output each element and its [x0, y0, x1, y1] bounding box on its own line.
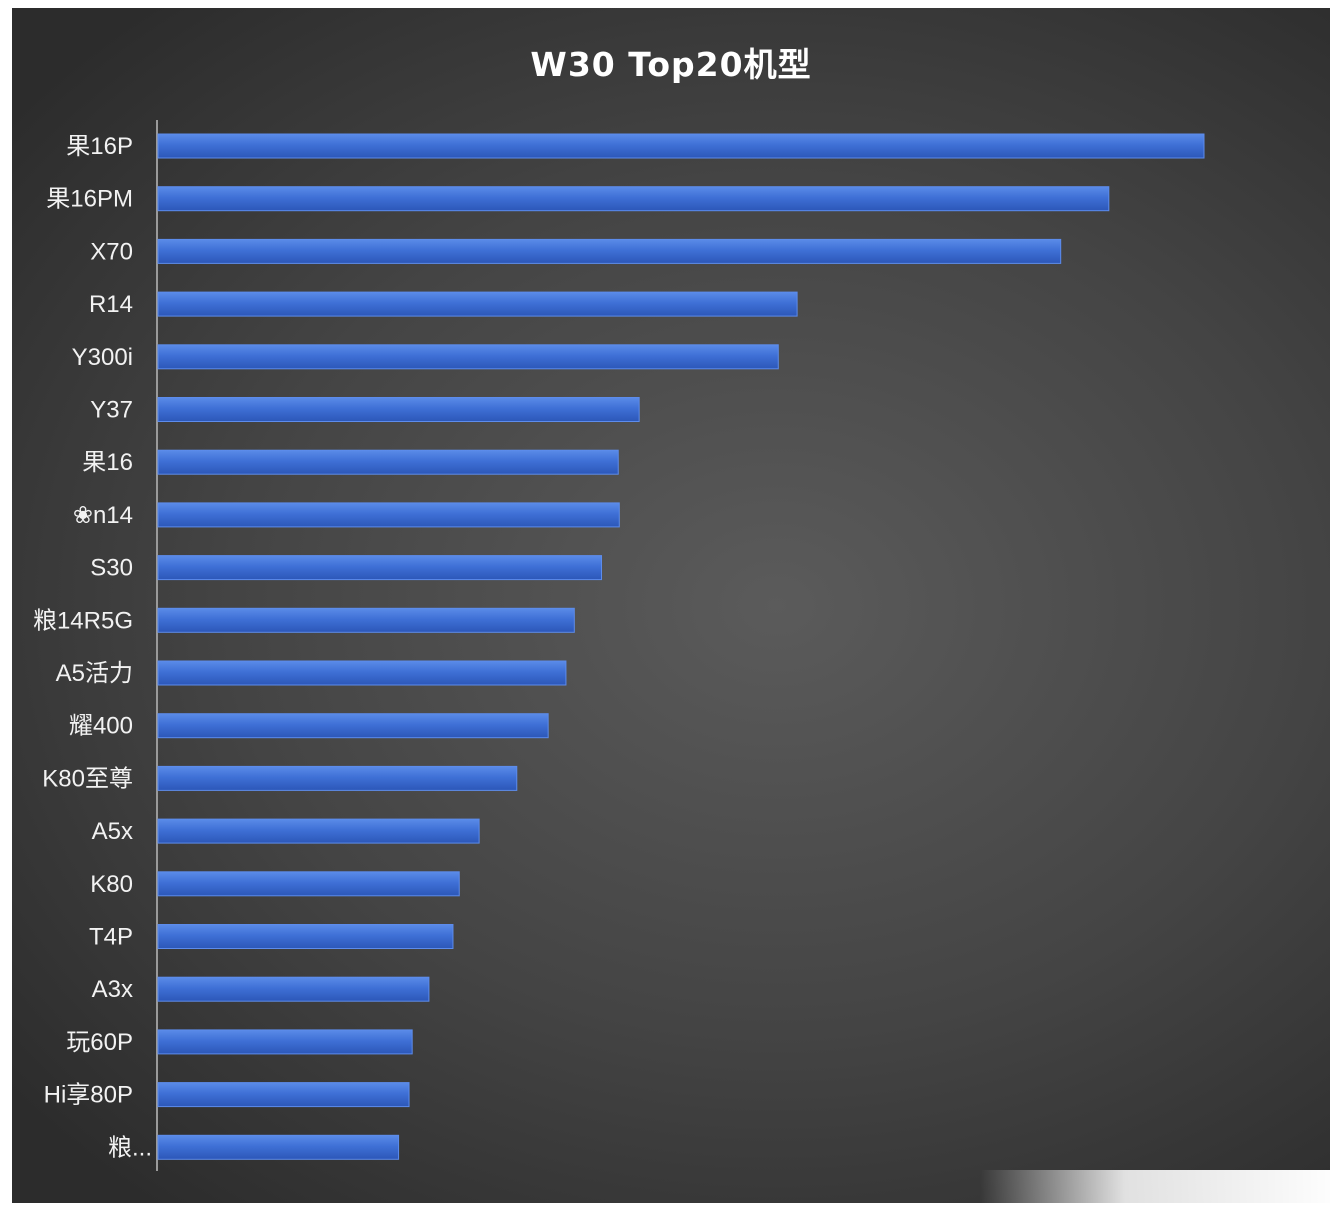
category-label: Y37 — [90, 397, 133, 424]
bar — [157, 449, 619, 475]
bar-chart: 果16P 果16PM X70 R14 Y300i Y37 果16 ❀n14 S30 粮14R5G A… — [33, 120, 1205, 1171]
bar — [157, 713, 549, 739]
category-label: 粮... — [108, 1134, 152, 1161]
bar — [157, 502, 620, 528]
bar — [157, 660, 567, 686]
category-label: 玩60P — [66, 1029, 133, 1056]
bar — [157, 976, 430, 1002]
bar — [157, 871, 460, 897]
bar — [157, 291, 798, 317]
bars-group — [157, 133, 1205, 1160]
category-label: T4P — [89, 924, 133, 951]
category-label: 粮14R5G — [33, 607, 133, 634]
bar — [157, 818, 480, 844]
bar — [157, 133, 1205, 159]
category-label: 果16P — [66, 133, 133, 160]
category-label: A5活力 — [56, 660, 133, 687]
category-label: K80 — [90, 871, 133, 898]
bar — [157, 1029, 413, 1055]
bar — [157, 555, 603, 581]
bar — [157, 1082, 410, 1108]
bar — [157, 186, 1110, 212]
category-label: Hi享80P — [44, 1082, 133, 1109]
category-label: ❀n14 — [73, 502, 133, 529]
bar — [157, 924, 454, 949]
bar — [157, 344, 779, 370]
category-label: A3x — [92, 976, 133, 1003]
category-label: R14 — [89, 291, 133, 318]
bar — [157, 397, 640, 422]
category-labels: 果16P 果16PM X70 R14 Y300i Y37 果16 ❀n14 S30 粮14R5G A… — [33, 133, 152, 1161]
category-label: 果16PM — [46, 186, 133, 213]
bar — [157, 607, 575, 633]
category-label: A5x — [92, 818, 133, 845]
bar — [157, 765, 518, 791]
category-label: Y300i — [72, 344, 133, 371]
category-label: X70 — [90, 238, 133, 265]
bottom-fade — [980, 1170, 1342, 1218]
bar — [157, 238, 1062, 264]
chart-frame: W30 Top20机型 果16P 果16PM X70 R14 Y300i Y37 果16 ❀n… — [12, 8, 1330, 1203]
category-label: 果16 — [82, 449, 133, 476]
category-label: K80至尊 — [42, 765, 133, 792]
category-label: S30 — [90, 555, 133, 582]
chart-title: W30 Top20机型 — [530, 45, 812, 84]
bar — [157, 1134, 400, 1160]
category-label: 耀400 — [69, 713, 133, 740]
